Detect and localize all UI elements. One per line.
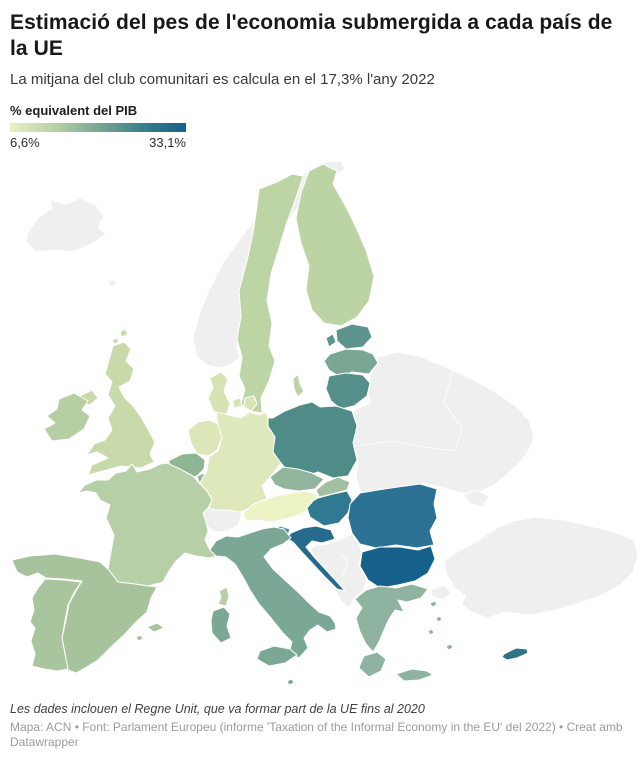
country-denmark-funen[interactable]	[232, 397, 243, 409]
country-hungary[interactable]	[306, 490, 353, 527]
country-crimea[interactable]	[462, 489, 490, 508]
country-croatia[interactable]	[285, 525, 346, 592]
country-faroe[interactable]	[107, 278, 118, 288]
country-sweden-gotland[interactable]	[292, 373, 305, 398]
border-ukraine-north	[361, 440, 456, 452]
country-iceland[interactable]	[25, 197, 107, 253]
chart-header: Estimació del pes de l'economia submergi…	[0, 0, 640, 160]
europe-choropleth-map	[0, 160, 640, 700]
country-italy[interactable]	[208, 526, 337, 659]
country-turkey-thrace[interactable]	[430, 584, 452, 601]
country-eastern-europe[interactable]	[351, 351, 535, 495]
country-spain[interactable]	[11, 553, 158, 674]
country-greece[interactable]	[354, 583, 429, 653]
country-lithuania[interactable]	[325, 372, 371, 410]
credits-line: Mapa: ACN • Font: Parlament Europeu (inf…	[10, 720, 623, 749]
country-latvia[interactable]	[323, 348, 379, 378]
border-bosnia-serbia	[339, 552, 349, 577]
country-italy-sardinia[interactable]	[210, 606, 232, 644]
legend-min-value: 6,6%	[10, 135, 40, 150]
country-turkey[interactable]	[443, 516, 639, 619]
legend-max-value: 33,1%	[149, 135, 186, 150]
country-uk-orkney[interactable]	[111, 337, 120, 345]
country-slovakia[interactable]	[315, 476, 351, 498]
chart-subtitle: La mitjana del club comunitari es calcul…	[10, 71, 435, 88]
country-italy-sicily[interactable]	[256, 645, 298, 667]
country-bulgaria[interactable]	[359, 545, 436, 589]
country-united-kingdom[interactable]	[86, 341, 156, 476]
footnote: Les dades inclouen el Regne Unit, que va…	[10, 702, 425, 716]
chart-footer: Les dades inclouen el Regne Unit, que va…	[10, 700, 630, 750]
country-spain-mallorca[interactable]	[146, 622, 165, 633]
country-denmark[interactable]	[207, 371, 231, 416]
legend-title: % equivalent del PIB	[10, 103, 138, 118]
country-greece-crete[interactable]	[395, 668, 434, 682]
country-uk-shetland[interactable]	[119, 328, 129, 338]
country-greece-island-1[interactable]	[429, 600, 438, 608]
map-svg	[11, 160, 639, 686]
country-western-balkans[interactable]	[309, 533, 368, 609]
border-ukraine-russia	[443, 371, 463, 452]
country-estonia[interactable]	[335, 323, 373, 350]
country-denmark-zealand[interactable]	[243, 395, 258, 412]
country-greece-island-4[interactable]	[445, 643, 454, 651]
country-romania[interactable]	[347, 483, 438, 549]
country-greece-island-2[interactable]	[435, 615, 443, 623]
country-estonia-saaremaa[interactable]	[325, 333, 337, 348]
country-greece-peloponnese[interactable]	[358, 651, 387, 678]
country-greece-island-3[interactable]	[427, 628, 435, 636]
chart-title: Estimació del pes de l'economia submergi…	[10, 11, 613, 60]
country-ireland[interactable]	[43, 392, 91, 442]
legend-scale: 6,6% 33,1%	[10, 135, 186, 150]
country-netherlands[interactable]	[187, 419, 223, 457]
country-france-corsica[interactable]	[217, 586, 230, 607]
legend-gradient-bar	[10, 123, 186, 132]
country-poland[interactable]	[267, 401, 358, 479]
country-cyprus[interactable]	[501, 647, 529, 661]
country-spain-ibiza[interactable]	[135, 634, 144, 642]
country-finland[interactable]	[295, 163, 375, 327]
country-portugal[interactable]	[29, 578, 82, 672]
country-czechia[interactable]	[269, 466, 325, 492]
country-malta[interactable]	[286, 678, 295, 686]
